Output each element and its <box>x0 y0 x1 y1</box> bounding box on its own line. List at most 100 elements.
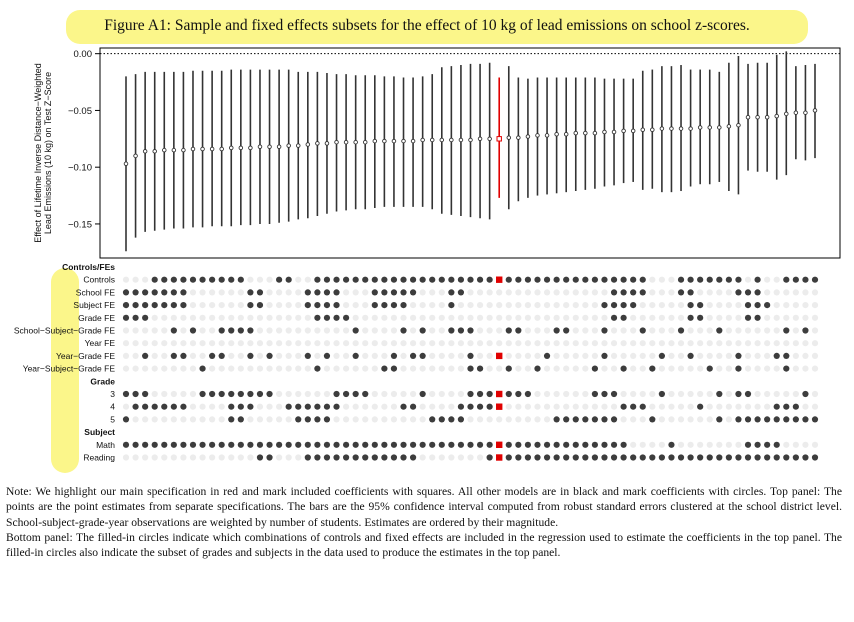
point-estimate <box>745 114 751 120</box>
point-estimate <box>621 128 626 134</box>
spec-indicator-off <box>218 365 225 372</box>
spec-indicator-on <box>553 416 560 423</box>
spec-indicator-on <box>754 454 761 461</box>
spec-indicator-off <box>247 340 254 347</box>
spec-indicator-off <box>170 454 177 461</box>
spec-indicator-off <box>161 390 168 398</box>
spec-indicator-on <box>314 403 321 410</box>
spec-indicator-off <box>697 365 704 372</box>
spec-indicator-off <box>285 390 292 398</box>
spec-indicator-off <box>390 390 398 398</box>
spec-indicator-off <box>591 289 599 296</box>
spec-indicator-off <box>266 314 273 321</box>
spec-indicator-off <box>189 403 197 410</box>
spec-indicator-off <box>381 403 388 410</box>
spec-indicator-on <box>266 454 273 461</box>
spec-indicator-off <box>505 289 512 296</box>
spec-indicator-on <box>390 365 398 372</box>
spec-indicator-on <box>266 441 273 448</box>
spec-indicator-off <box>620 327 627 334</box>
spec-indicator-on <box>457 441 465 448</box>
spec-indicator-on <box>170 302 177 309</box>
spec-indicator-off <box>419 302 426 309</box>
spec-indicator-off <box>534 340 541 347</box>
spec-section-header: Grade <box>90 376 115 386</box>
spec-indicator-off <box>754 327 761 334</box>
spec-indicator-on <box>735 390 742 398</box>
spec-row-label: 4 <box>110 402 115 412</box>
spec-indicator-off <box>610 403 618 410</box>
spec-indicator-off <box>151 454 158 461</box>
spec-indicator-on <box>563 441 570 448</box>
spec-indicator-on <box>687 352 694 359</box>
spec-indicator-on <box>505 454 512 461</box>
spec-indicator-off <box>285 340 292 347</box>
spec-indicator-on <box>783 403 790 410</box>
spec-indicator-off <box>735 327 742 334</box>
spec-indicator-on <box>582 276 589 283</box>
spec-indicator-off <box>180 416 187 423</box>
spec-indicator-off <box>304 276 311 283</box>
spec-indicator-on <box>151 403 158 410</box>
spec-indicator-on <box>716 454 723 461</box>
spec-indicator-on <box>400 403 407 410</box>
spec-indicator-off <box>247 454 254 461</box>
spec-indicator-off <box>582 365 589 372</box>
spec-indicator-off <box>591 352 599 359</box>
spec-row-label: Math <box>96 440 115 450</box>
spec-indicator-off <box>515 403 522 410</box>
spec-indicator-off <box>295 302 302 309</box>
spec-indicator-on <box>448 302 455 309</box>
point-estimate <box>296 143 301 148</box>
spec-indicator-off <box>429 340 436 347</box>
spec-indicator-off <box>630 327 637 334</box>
spec-indicator-on <box>400 289 407 296</box>
y-tick-label: −0.05 <box>68 106 92 117</box>
spec-indicator-on <box>180 289 187 296</box>
spec-indicator-off <box>543 403 551 410</box>
spec-indicator-on <box>505 327 512 334</box>
spec-indicator-off <box>572 365 579 372</box>
spec-indicator-on <box>304 441 311 448</box>
spec-indicator-on <box>610 390 618 398</box>
spec-indicator-on <box>744 390 752 398</box>
spec-indicator-on <box>620 365 627 372</box>
spec-indicator-off <box>572 403 579 410</box>
spec-indicator-off <box>668 352 675 359</box>
spec-indicator-on <box>716 276 723 283</box>
spec-indicator-off <box>256 276 264 283</box>
spec-indicator-on <box>697 403 704 410</box>
spec-indicator-off <box>668 327 675 334</box>
spec-indicator-on <box>610 454 618 461</box>
spec-indicator-off <box>161 416 168 423</box>
spec-indicator-off <box>170 314 177 321</box>
spec-indicator-on <box>161 289 168 296</box>
spec-indicator-off <box>773 327 780 334</box>
spec-indicator-off <box>161 454 168 461</box>
spec-indicator-off <box>362 416 369 423</box>
spec-indicator-off <box>276 340 283 347</box>
spec-indicator-off <box>285 327 292 334</box>
spec-indicator-on <box>285 403 292 410</box>
spec-indicator-off <box>534 352 541 359</box>
spec-indicator-on <box>802 276 809 283</box>
spec-indicator-on <box>610 276 618 283</box>
spec-indicator-off <box>438 289 445 296</box>
spec-indicator-on <box>630 289 637 296</box>
spec-indicator-off <box>390 340 398 347</box>
spec-indicator-on <box>199 276 206 283</box>
spec-indicator-on <box>649 416 656 423</box>
spec-indicator-off <box>266 289 273 296</box>
spec-indicator-off <box>333 340 340 347</box>
spec-indicator-on <box>304 289 311 296</box>
spec-indicator-off <box>639 441 646 448</box>
spec-indicator-off <box>572 352 579 359</box>
spec-indicator-on <box>304 416 311 423</box>
spec-indicator-on <box>811 276 819 283</box>
spec-indicator-on <box>448 327 455 334</box>
spec-indicator-on <box>362 276 369 283</box>
spec-indicator-off <box>687 390 694 398</box>
spec-indicator-on <box>218 441 225 448</box>
spec-indicator-off <box>237 365 244 372</box>
spec-indicator-off <box>591 302 599 309</box>
